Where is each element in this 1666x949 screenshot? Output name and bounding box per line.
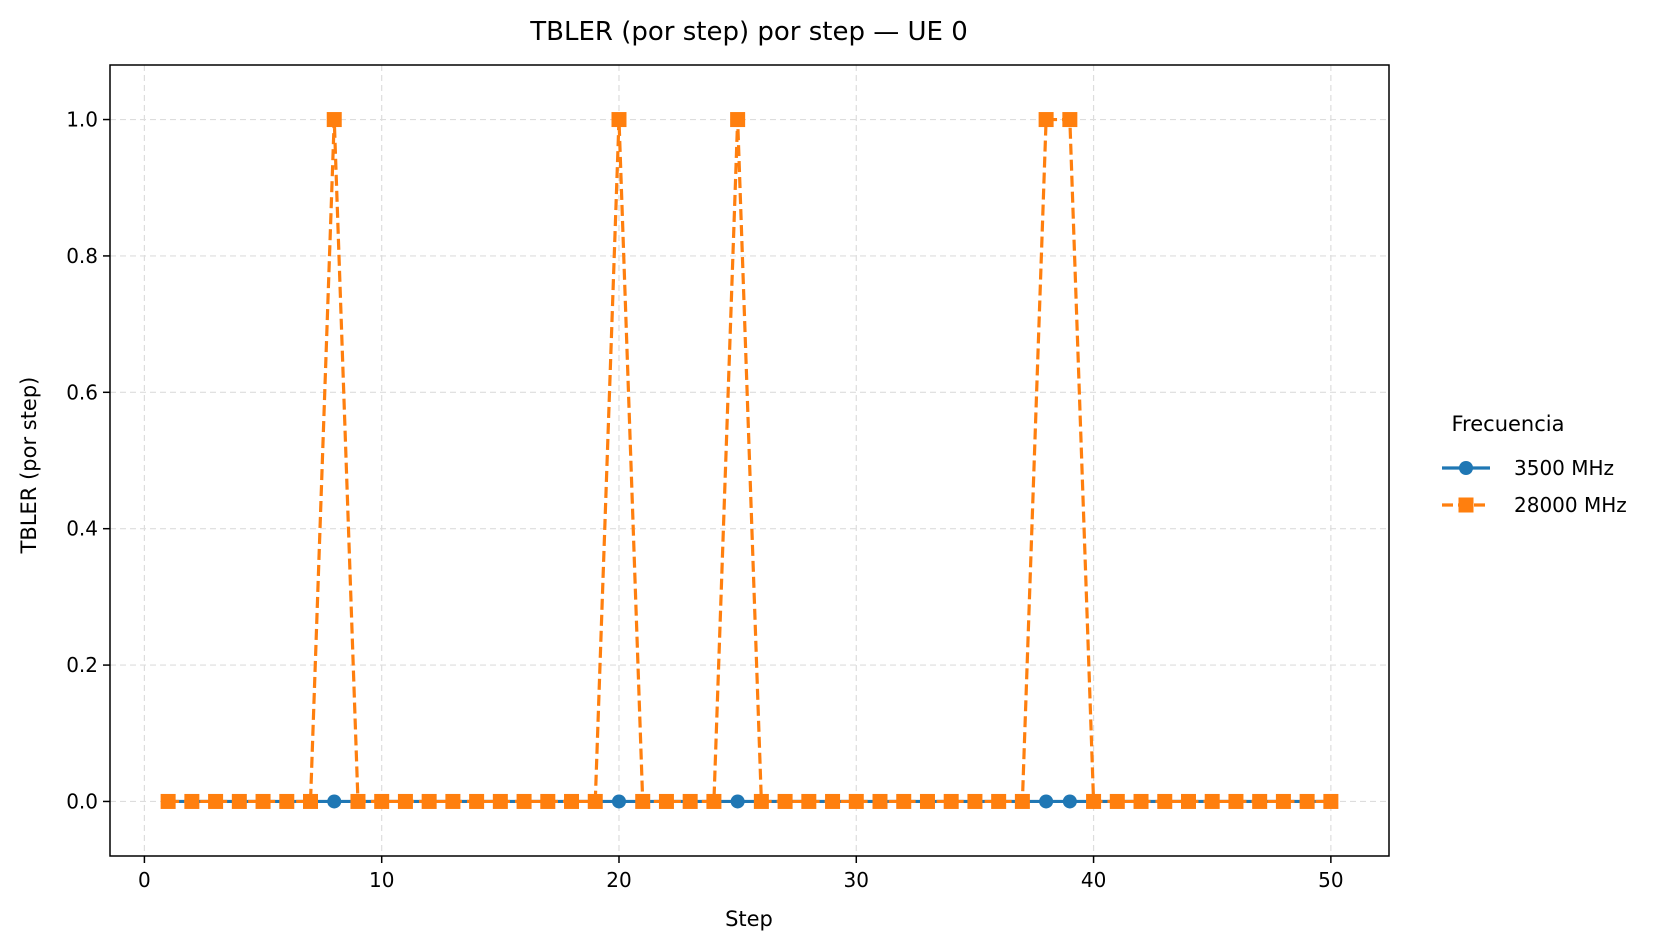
data-point bbox=[421, 793, 437, 809]
data-point bbox=[825, 793, 841, 809]
data-point bbox=[564, 793, 580, 809]
data-point bbox=[967, 793, 983, 809]
data-point bbox=[658, 793, 674, 809]
data-point bbox=[611, 112, 627, 128]
data-point bbox=[445, 793, 461, 809]
chart-title: TBLER (por step) por step — UE 0 bbox=[529, 17, 968, 47]
data-point bbox=[397, 793, 413, 809]
data-point bbox=[184, 793, 200, 809]
data-point bbox=[1157, 793, 1173, 809]
data-point bbox=[1252, 793, 1268, 809]
data-point bbox=[872, 793, 888, 809]
x-tick-label: 20 bbox=[606, 868, 631, 892]
data-point bbox=[516, 793, 532, 809]
data-point bbox=[777, 793, 793, 809]
data-point bbox=[706, 793, 722, 809]
y-tick-label: 0.8 bbox=[66, 244, 98, 268]
grid bbox=[110, 65, 1389, 856]
y-tick-label: 0.2 bbox=[66, 653, 98, 677]
data-point bbox=[1014, 793, 1030, 809]
y-tick-label: 0.4 bbox=[66, 517, 98, 541]
x-tick-label: 0 bbox=[138, 868, 151, 892]
data-point bbox=[1204, 793, 1220, 809]
y-tick-label: 1.0 bbox=[66, 108, 98, 132]
data-point bbox=[327, 794, 342, 809]
x-tick-label: 40 bbox=[1081, 868, 1106, 892]
data-point bbox=[1062, 794, 1077, 809]
data-point bbox=[208, 793, 224, 809]
data-point bbox=[160, 793, 176, 809]
data-point bbox=[943, 793, 959, 809]
data-point bbox=[540, 793, 556, 809]
data-point bbox=[611, 794, 626, 809]
data-point bbox=[326, 112, 342, 128]
data-point bbox=[1038, 112, 1054, 128]
data-point bbox=[303, 793, 319, 809]
legend: Frecuencia 3500 MHz 28000 MHz bbox=[1442, 412, 1627, 517]
legend-item: 28000 MHz bbox=[1442, 493, 1627, 517]
data-point bbox=[730, 794, 745, 809]
data-point bbox=[255, 793, 271, 809]
data-point bbox=[1133, 793, 1149, 809]
data-point bbox=[492, 793, 508, 809]
data-point bbox=[991, 793, 1007, 809]
x-axis-label: Step bbox=[725, 907, 773, 931]
data-point bbox=[1228, 793, 1244, 809]
series-28000-mhz bbox=[160, 112, 1339, 809]
plot-frame bbox=[109, 64, 1390, 857]
data-point bbox=[682, 793, 698, 809]
y-axis-label: TBLER (por step) bbox=[17, 377, 41, 555]
data-point bbox=[919, 793, 935, 809]
data-point bbox=[848, 793, 864, 809]
data-point bbox=[1275, 793, 1291, 809]
data-point bbox=[374, 793, 390, 809]
axis-ticks: 0 10 20 30 40 50 0.0 0.2 0.4 0.6 0.8 1.0 bbox=[66, 108, 1343, 892]
data-point bbox=[753, 793, 769, 809]
data-point bbox=[896, 793, 912, 809]
series-layer bbox=[160, 112, 1339, 809]
data-point bbox=[635, 793, 651, 809]
legend-title: Frecuencia bbox=[1452, 412, 1565, 436]
data-point bbox=[469, 793, 485, 809]
x-tick-label: 10 bbox=[369, 868, 394, 892]
data-point bbox=[587, 793, 603, 809]
data-point bbox=[350, 793, 366, 809]
data-point bbox=[1039, 794, 1054, 809]
legend-item: 3500 MHz bbox=[1442, 456, 1614, 480]
y-tick-label: 0.0 bbox=[66, 789, 98, 813]
y-tick-label: 0.6 bbox=[66, 380, 98, 404]
x-tick-label: 30 bbox=[844, 868, 869, 892]
data-point bbox=[1180, 793, 1196, 809]
data-point bbox=[1299, 793, 1315, 809]
legend-marker bbox=[1458, 497, 1474, 513]
x-tick-label: 50 bbox=[1318, 868, 1343, 892]
data-point bbox=[801, 793, 817, 809]
data-point bbox=[279, 793, 295, 809]
data-point bbox=[730, 112, 746, 128]
data-point bbox=[1062, 112, 1078, 128]
legend-label: 3500 MHz bbox=[1514, 456, 1614, 480]
legend-marker bbox=[1459, 461, 1473, 475]
data-point bbox=[231, 793, 247, 809]
data-point bbox=[1086, 793, 1102, 809]
legend-label: 28000 MHz bbox=[1514, 493, 1627, 517]
data-point bbox=[1109, 793, 1125, 809]
data-point bbox=[1323, 793, 1339, 809]
